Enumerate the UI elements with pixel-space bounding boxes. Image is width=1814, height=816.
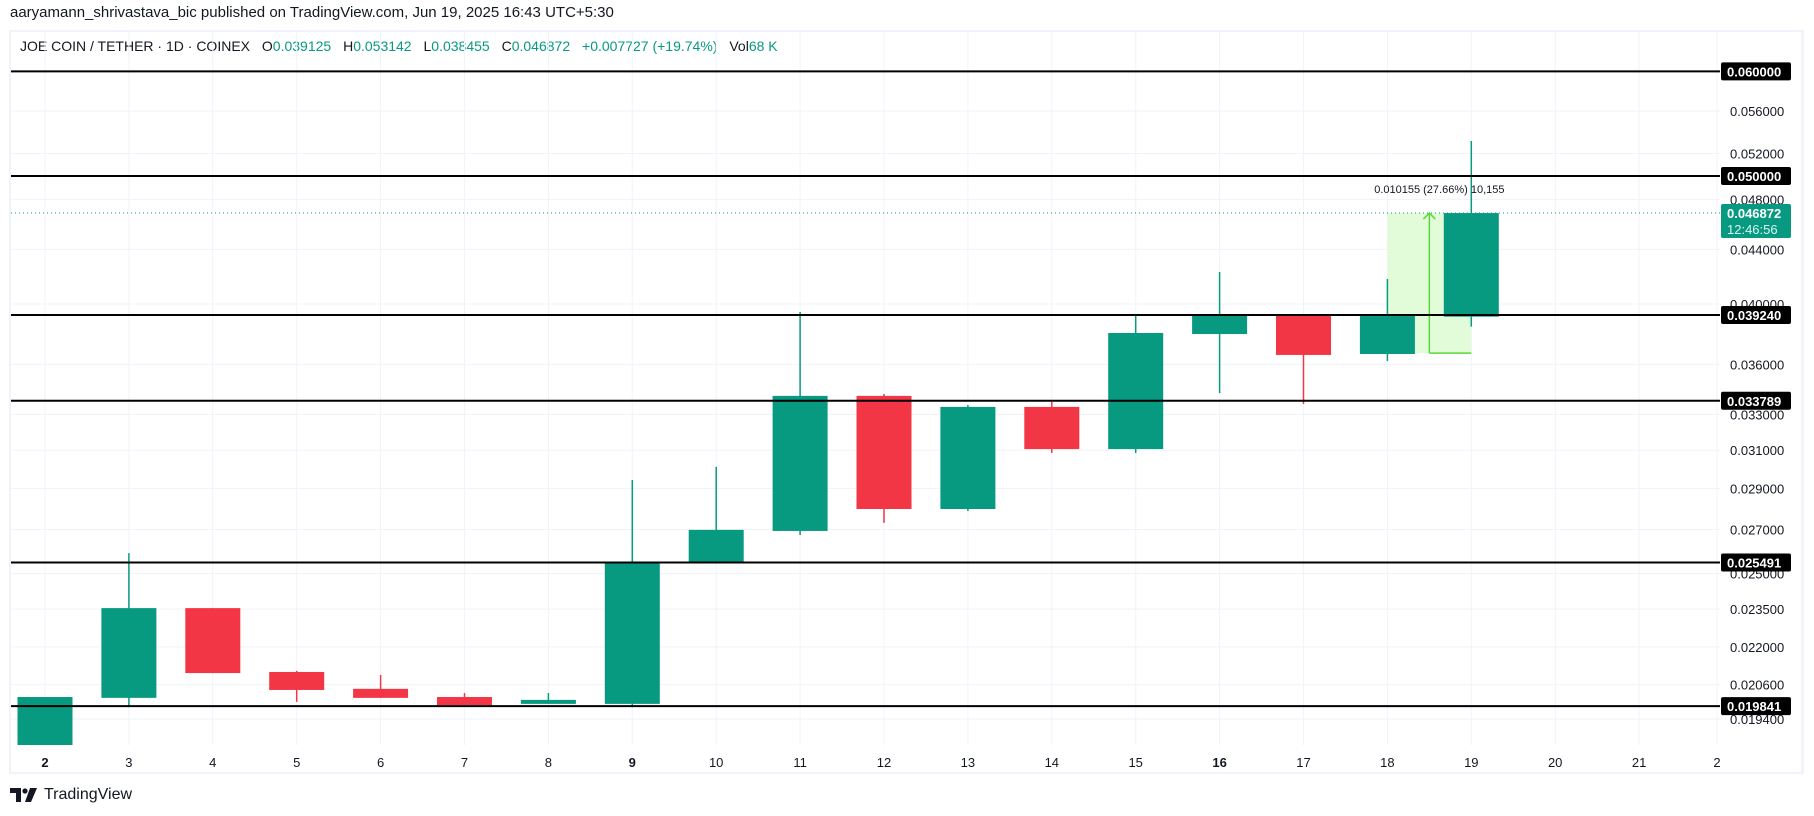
open-label: O bbox=[261, 38, 273, 54]
publisher-line: aaryamann_shrivastava_bic published on T… bbox=[10, 4, 614, 21]
price-axis-label: 0.029000 bbox=[1730, 481, 1784, 496]
candle-up bbox=[772, 395, 828, 531]
time-axis-label: 16 bbox=[1212, 755, 1226, 770]
candles-group bbox=[17, 141, 1499, 745]
candle-down bbox=[185, 608, 241, 674]
price-axis-label: 0.036000 bbox=[1730, 357, 1784, 372]
bar-countdown-label: 12:46:56 bbox=[1727, 222, 1778, 237]
tradingview-brand: TradingView bbox=[44, 786, 133, 803]
candle-up bbox=[101, 608, 157, 698]
low-value: 0.038455 bbox=[431, 38, 490, 54]
candle-up bbox=[1192, 315, 1248, 335]
price-axis-label: 0.031000 bbox=[1730, 443, 1784, 458]
low-label: L bbox=[423, 38, 432, 54]
candle-down bbox=[1024, 406, 1080, 450]
close-value: 0.046872 bbox=[511, 38, 571, 54]
volume-label: Vol bbox=[729, 38, 749, 54]
level-price-badge bbox=[1721, 167, 1791, 186]
time-axis-label: 18 bbox=[1380, 755, 1394, 770]
candle-up bbox=[604, 562, 660, 704]
last-price-badge bbox=[1721, 204, 1791, 239]
candle-up bbox=[940, 406, 996, 509]
candle-down bbox=[856, 395, 912, 509]
time-axis-label: 17 bbox=[1296, 755, 1310, 770]
open-value: 0.039125 bbox=[272, 38, 332, 54]
change-value: +0.007727 (+19.74%) bbox=[582, 38, 718, 54]
time-axis-label: 11 bbox=[793, 755, 807, 770]
time-axis-label: 21 bbox=[1632, 755, 1646, 770]
time-axis-label: 2 bbox=[1713, 755, 1720, 770]
price-axis-label: 0.023500 bbox=[1730, 602, 1784, 617]
candle-down bbox=[437, 697, 492, 706]
footer: TradingView bbox=[10, 786, 132, 804]
tradingview-logo-icon bbox=[10, 788, 37, 802]
level-price-badge bbox=[1721, 553, 1791, 572]
candle-down bbox=[353, 688, 409, 698]
close-label: C bbox=[501, 38, 512, 54]
candle-down bbox=[1276, 315, 1331, 355]
time-axis-label: 7 bbox=[461, 755, 468, 770]
candle-up bbox=[520, 699, 576, 704]
high-label: H bbox=[343, 38, 354, 54]
price-axis-label: 0.052000 bbox=[1730, 147, 1784, 162]
candle-up bbox=[688, 529, 744, 563]
time-axis-label: 4 bbox=[209, 755, 216, 770]
time-axis-label: 5 bbox=[293, 755, 300, 770]
price-axis-label: 0.044000 bbox=[1730, 242, 1784, 257]
price-axis-label: 0.056000 bbox=[1730, 104, 1784, 119]
candle-down bbox=[269, 671, 325, 690]
time-axis-label: 13 bbox=[961, 755, 975, 770]
candle-up bbox=[1108, 332, 1164, 450]
last-price-label: 0.046872 bbox=[1727, 206, 1781, 221]
level-price-badge bbox=[1721, 306, 1791, 325]
price-axis-label: 0.020600 bbox=[1730, 678, 1784, 693]
time-axis-label: 8 bbox=[545, 755, 552, 770]
time-axis-label: 20 bbox=[1548, 755, 1562, 770]
time-axis-label: 2 bbox=[41, 755, 48, 770]
symbol-legend: JOE COIN / TETHER · 1D · COINEX O0.03912… bbox=[20, 38, 778, 54]
time-axis-label: 15 bbox=[1128, 755, 1142, 770]
time-axis-label: 12 bbox=[877, 755, 891, 770]
price-axis-label: 0.022000 bbox=[1730, 640, 1784, 655]
level-price-label: 0.050000 bbox=[1727, 169, 1781, 184]
time-axis-label: 3 bbox=[125, 755, 132, 770]
high-value: 0.053142 bbox=[353, 38, 412, 54]
candle-up bbox=[1443, 213, 1499, 317]
price-axis-label: 0.048000 bbox=[1730, 192, 1784, 207]
symbol-title[interactable]: JOE COIN / TETHER · 1D · COINEX bbox=[20, 38, 250, 54]
level-price-label: 0.033789 bbox=[1727, 394, 1781, 409]
time-axis-label: 19 bbox=[1464, 755, 1478, 770]
price-axis-label: 0.027000 bbox=[1730, 522, 1784, 537]
level-price-label: 0.060000 bbox=[1727, 64, 1781, 79]
level-price-badge bbox=[1721, 62, 1791, 81]
level-price-label: 0.039240 bbox=[1727, 308, 1781, 323]
candle-up bbox=[17, 697, 73, 745]
price-axis-label: 0.019400 bbox=[1730, 712, 1784, 727]
level-price-label: 0.019841 bbox=[1727, 699, 1781, 714]
level-price-badge bbox=[1721, 391, 1791, 410]
candle-up bbox=[1359, 316, 1415, 355]
price-axis-label: 0.033000 bbox=[1730, 407, 1784, 422]
level-price-label: 0.025491 bbox=[1727, 555, 1781, 570]
time-axis-label: 9 bbox=[629, 755, 636, 770]
measure-label: 0.010155 (27.66%) 10,155 bbox=[1374, 184, 1504, 196]
level-price-badge bbox=[1721, 697, 1791, 716]
time-axis-label: 6 bbox=[377, 755, 384, 770]
time-axis-label: 10 bbox=[709, 755, 723, 770]
volume-value: 68 K bbox=[748, 38, 778, 54]
time-axis-label: 14 bbox=[1045, 755, 1059, 770]
measure-arrow-head bbox=[1422, 212, 1436, 220]
